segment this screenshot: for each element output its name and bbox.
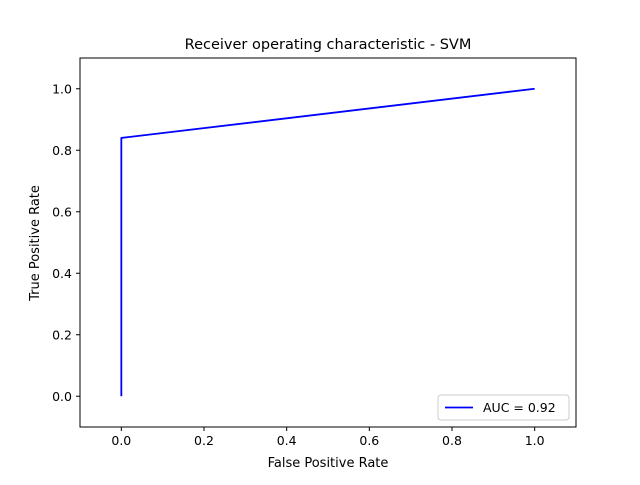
y-tick-label-2: 0.4 (52, 266, 72, 281)
y-tick-label-4: 0.8 (52, 143, 72, 158)
x-axis-label: False Positive Rate (268, 456, 389, 471)
x-tick-label-0: 0.0 (111, 433, 131, 448)
x-tick-label-5: 1.0 (525, 433, 545, 448)
y-tick-label-5: 1.0 (52, 81, 72, 96)
y-tick-label-1: 0.2 (52, 327, 72, 342)
x-tick-label-4: 0.8 (442, 433, 462, 448)
plot-frame (79, 57, 577, 428)
x-tick-label-2: 0.4 (277, 433, 297, 448)
series-line-0 (120, 87, 535, 397)
y-tick-label-3: 0.6 (52, 204, 72, 219)
x-tick-label-1: 0.2 (194, 433, 214, 448)
y-tick-label-0: 0.0 (52, 389, 72, 404)
legend-label-0: AUC = 0.92 (483, 400, 556, 415)
x-tick-label-3: 0.6 (359, 433, 379, 448)
plot-area: 0.0 0.2 0.4 0.6 0.8 1.0 0.0 0.2 0.4 0.6 0.8 1.0 AUC … (52, 57, 577, 448)
y-axis-label: True Positive Rate (28, 185, 43, 302)
chart-title: Receiver operating characteristic - SVM (185, 37, 472, 53)
legend-box (437, 394, 570, 421)
